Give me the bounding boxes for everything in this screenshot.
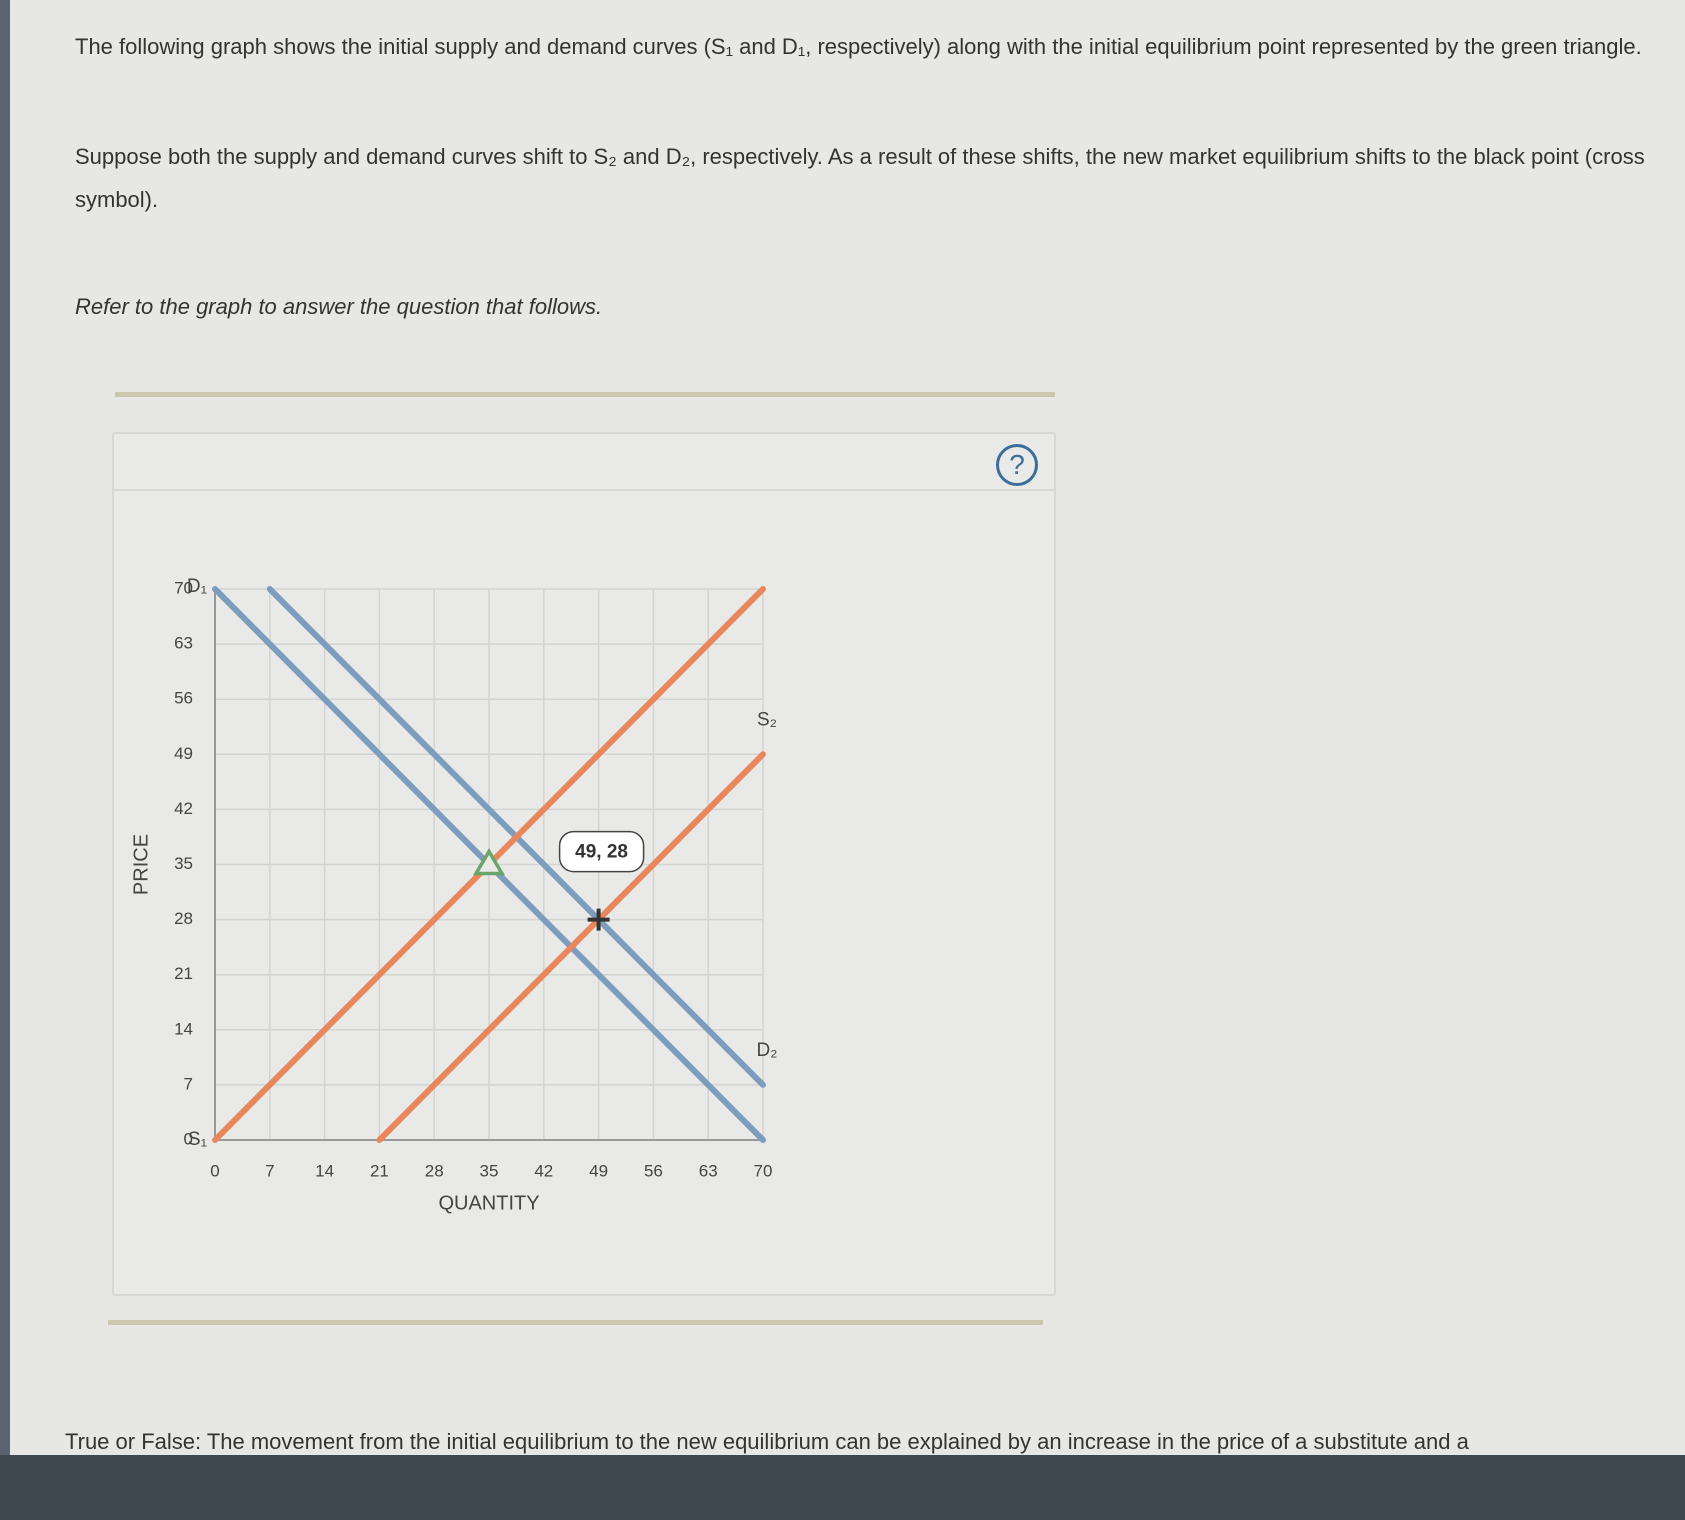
y-tick-label: 56 — [174, 689, 193, 708]
instruction: Refer to the graph to answer the questio… — [75, 294, 603, 319]
divider — [115, 392, 1055, 397]
y-tick-label: 42 — [174, 799, 193, 818]
y-tick-label: 70 — [174, 578, 193, 597]
curve-label: D₂ — [756, 1040, 777, 1061]
question: True or False: The movement from the ini… — [65, 1429, 1469, 1454]
divider — [108, 1320, 1043, 1325]
x-tick-label: 14 — [315, 1161, 334, 1180]
curve-label: S₁ — [188, 1129, 207, 1150]
x-tick-label: 70 — [754, 1161, 773, 1180]
point-label: 49, 28 — [575, 842, 628, 863]
intro-paragraph: The following graph shows the initial su… — [75, 34, 1642, 59]
y-tick-label: 49 — [174, 744, 193, 763]
x-tick-label: 42 — [534, 1161, 553, 1180]
y-axis-title: PRICE — [130, 834, 152, 895]
x-tick-label: 28 — [425, 1161, 444, 1180]
screen-edge — [0, 0, 10, 1520]
x-tick-label: 0 — [210, 1161, 219, 1180]
x-axis-title: QUANTITY — [438, 1192, 539, 1214]
x-tick-label: 63 — [699, 1161, 718, 1180]
y-tick-label: 0 — [184, 1129, 193, 1148]
y-tick-label: 21 — [174, 964, 193, 983]
x-tick-label: 49 — [589, 1161, 608, 1180]
y-tick-label: 7 — [184, 1074, 193, 1093]
x-tick-label: 35 — [480, 1161, 499, 1180]
x-tick-label: 21 — [370, 1161, 389, 1180]
curve-label: D₁ — [187, 576, 207, 597]
initial-equilibrium — [472, 848, 506, 876]
y-tick-label: 35 — [174, 854, 193, 873]
y-tick-label: 63 — [174, 634, 193, 653]
intro-paragraph: Suppose both the supply and demand curve… — [75, 144, 1645, 212]
point-label-box — [558, 830, 645, 873]
help-button[interactable]: ? — [996, 444, 1038, 486]
y-tick-label: 28 — [174, 909, 193, 928]
curve — [376, 751, 766, 1143]
curve-label: S₂ — [757, 709, 777, 730]
panel-divider — [114, 489, 1054, 491]
x-tick-label: 56 — [644, 1161, 663, 1180]
x-tick-label: 7 — [265, 1161, 274, 1180]
new-equilibrium — [587, 908, 610, 931]
y-tick-label: 14 — [174, 1019, 193, 1038]
screen-bezel — [0, 1455, 1685, 1520]
